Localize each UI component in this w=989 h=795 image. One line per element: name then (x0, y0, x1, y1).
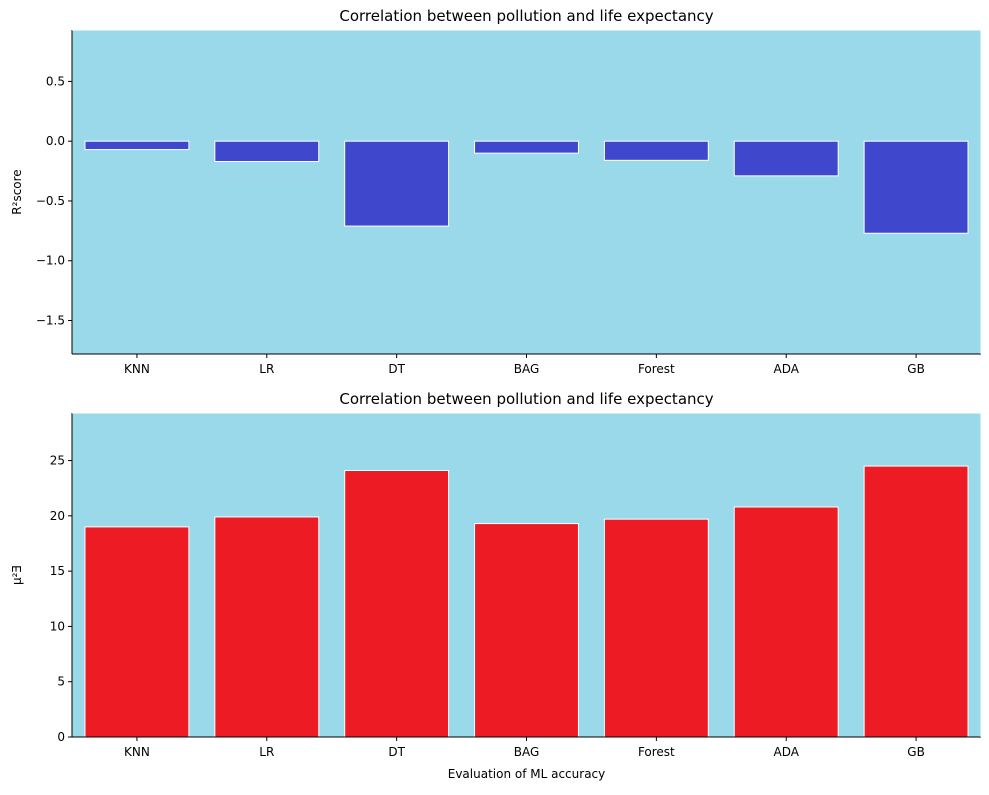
y-tick-label: 5 (57, 675, 65, 689)
y-axis-label: µ²Ǝ (10, 565, 24, 585)
bar-bag (474, 140, 579, 154)
y-tick-label: −1.5 (36, 314, 65, 328)
x-tick-label: DT (388, 362, 405, 376)
bar-lr (214, 516, 320, 738)
x-tick-label: Forest (638, 362, 675, 376)
bar-lr (214, 140, 320, 163)
bar-knn (84, 526, 190, 738)
x-axis-label: Evaluation of ML accuracy (448, 767, 606, 781)
bar-forest (603, 518, 709, 738)
x-tick-label: KNN (124, 362, 150, 376)
y-tick-label: −0.5 (36, 194, 65, 208)
bar-forest (603, 140, 709, 161)
error-panel: 0 5 10 15 20 25 KNN LR DT BAG Forest ADA GB Correlati… (10, 390, 982, 781)
y-tick-label: 0.5 (46, 74, 65, 88)
x-tick-label: GB (907, 745, 925, 759)
bar-gb (863, 465, 969, 738)
x-tick-label: LR (259, 362, 274, 376)
x-tick-label: DT (388, 745, 405, 759)
y-tick-label: 25 (50, 454, 65, 468)
y-axis-label: R²score (10, 169, 24, 214)
x-tick-label: KNN (124, 745, 150, 759)
r2-score-panel: −1.5 −1.0 −0.5 0.0 0.5 KNN LR DT BAG Forest ADA GB C… (10, 7, 982, 376)
chart-title: Correlation between pollution and life e… (339, 7, 713, 25)
plot-area (72, 30, 981, 354)
bar-gb (863, 140, 969, 234)
y-tick-label: 10 (50, 619, 65, 633)
x-tick-label: ADA (773, 745, 799, 759)
bar-ada (733, 506, 839, 738)
y-tick-label: 15 (50, 564, 65, 578)
chart-title: Correlation between pollution and life e… (339, 390, 713, 408)
x-tick-label: BAG (514, 362, 540, 376)
x-tick-label: LR (259, 745, 274, 759)
bar-dt (344, 470, 450, 738)
bar-knn (84, 140, 190, 151)
y-tick-label: −1.0 (36, 254, 65, 268)
bar-ada (733, 140, 839, 177)
bar-bag (474, 523, 579, 738)
bar-dt (344, 140, 450, 227)
x-tick-label: Forest (638, 745, 675, 759)
y-tick-label: 0 (57, 730, 65, 744)
x-tick-label: ADA (773, 362, 799, 376)
x-tick-label: BAG (514, 745, 540, 759)
y-tick-label: 20 (50, 509, 65, 523)
y-tick-label: 0.0 (46, 134, 65, 148)
x-tick-label: GB (907, 362, 925, 376)
